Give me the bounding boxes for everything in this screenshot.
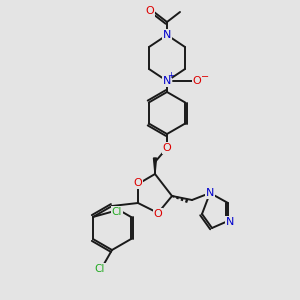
Text: O: O — [146, 6, 154, 16]
Text: Cl: Cl — [95, 264, 105, 274]
Text: O: O — [163, 143, 171, 153]
Text: +: + — [168, 71, 174, 80]
Text: Cl: Cl — [112, 207, 122, 217]
Text: O: O — [134, 178, 142, 188]
Text: N: N — [226, 217, 234, 227]
Text: N: N — [163, 76, 171, 86]
Text: N: N — [206, 188, 214, 198]
Text: O: O — [193, 76, 201, 86]
Text: −: − — [201, 72, 209, 82]
Polygon shape — [154, 158, 157, 174]
Text: N: N — [163, 30, 171, 40]
Text: O: O — [154, 209, 162, 219]
